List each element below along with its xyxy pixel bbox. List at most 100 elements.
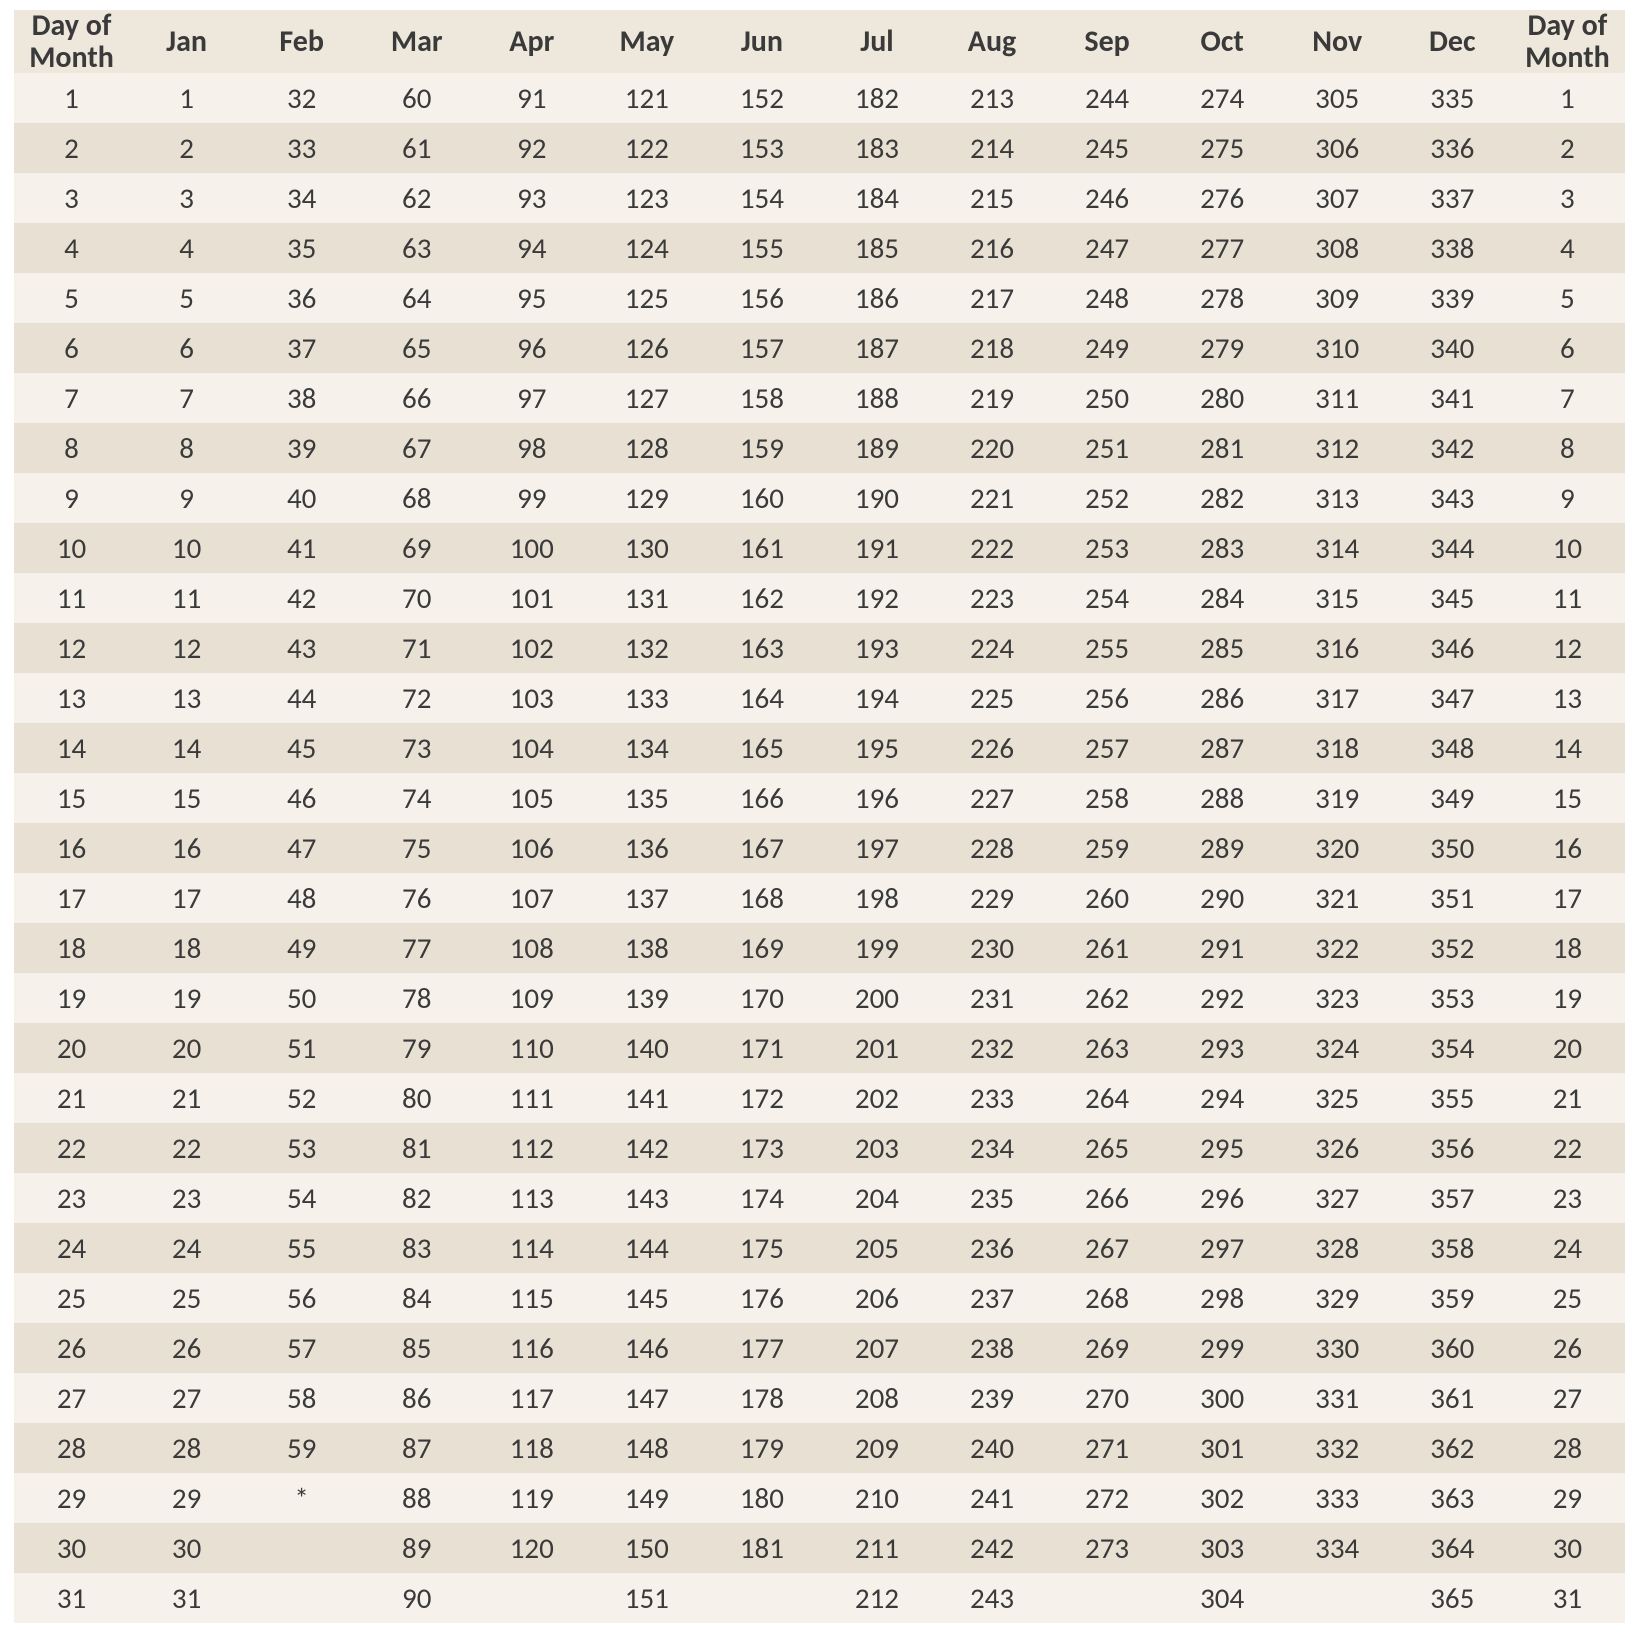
table-cell: [1050, 1573, 1165, 1623]
table-cell: 79: [359, 1023, 474, 1073]
column-header: Dec: [1395, 10, 1510, 73]
table-cell: 364: [1395, 1523, 1510, 1573]
table-cell: 242: [935, 1523, 1050, 1573]
table-cell: 111: [474, 1073, 589, 1123]
table-cell: 26: [14, 1323, 129, 1373]
table-cell: 6: [14, 323, 129, 373]
table-cell: 235: [935, 1173, 1050, 1223]
table-cell: 224: [935, 623, 1050, 673]
table-cell: 150: [589, 1523, 704, 1573]
table-cell: 119: [474, 1473, 589, 1523]
table-cell: 232: [935, 1023, 1050, 1073]
table-cell: 130: [589, 523, 704, 573]
table-cell: 10: [1510, 523, 1625, 573]
table-cell: 12: [14, 623, 129, 673]
table-cell: 18: [129, 923, 244, 973]
table-row: 2424558311414417520523626729732835824: [14, 1223, 1625, 1273]
table-cell: 299: [1165, 1323, 1280, 1373]
column-header: May: [589, 10, 704, 73]
julian-day-table-wrapper: Day ofMonthJanFebMarAprMayJunJulAugSepOc…: [0, 0, 1639, 1633]
table-row: 1212437110213216319322425528531634612: [14, 623, 1625, 673]
table-cell: 179: [704, 1423, 819, 1473]
table-cell: 32: [244, 73, 359, 123]
table-cell: 349: [1395, 773, 1510, 823]
table-cell: 335: [1395, 73, 1510, 123]
table-cell: 100: [474, 523, 589, 573]
table-cell: 185: [819, 223, 934, 273]
table-cell: 189: [819, 423, 934, 473]
table-cell: 20: [14, 1023, 129, 1073]
table-cell: 350: [1395, 823, 1510, 873]
table-cell: 54: [244, 1173, 359, 1223]
table-cell: 209: [819, 1423, 934, 1473]
table-cell: 137: [589, 873, 704, 923]
table-cell: *: [244, 1473, 359, 1523]
table-cell: 320: [1280, 823, 1395, 873]
table-cell: 26: [129, 1323, 244, 1373]
table-cell: 86: [359, 1373, 474, 1423]
table-cell: 297: [1165, 1223, 1280, 1273]
table-cell: 18: [1510, 923, 1625, 973]
table-cell: 222: [935, 523, 1050, 573]
table-cell: 73: [359, 723, 474, 773]
table-cell: 295: [1165, 1123, 1280, 1173]
table-cell: 48: [244, 873, 359, 923]
table-cell: 68: [359, 473, 474, 523]
table-cell: 195: [819, 723, 934, 773]
table-cell: 348: [1395, 723, 1510, 773]
table-cell: 16: [14, 823, 129, 873]
table-cell: 227: [935, 773, 1050, 823]
table-cell: 304: [1165, 1573, 1280, 1623]
table-cell: 309: [1280, 273, 1395, 323]
table-cell: 2: [1510, 123, 1625, 173]
table-cell: 31: [1510, 1573, 1625, 1623]
table-cell: 26: [1510, 1323, 1625, 1373]
column-header: Nov: [1280, 10, 1395, 73]
table-cell: 125: [589, 273, 704, 323]
table-cell: 27: [129, 1373, 244, 1423]
table-cell: 354: [1395, 1023, 1510, 1073]
table-cell: 141: [589, 1073, 704, 1123]
table-cell: 96: [474, 323, 589, 373]
table-cell: 78: [359, 973, 474, 1023]
table-row: 2020517911014017120123226329332435420: [14, 1023, 1625, 1073]
table-cell: 307: [1280, 173, 1395, 223]
table-cell: 275: [1165, 123, 1280, 173]
table-row: 2323548211314317420423526629632735723: [14, 1173, 1625, 1223]
table-cell: 41: [244, 523, 359, 573]
table-cell: 359: [1395, 1273, 1510, 1323]
table-cell: 9: [1510, 473, 1625, 523]
table-cell: 49: [244, 923, 359, 973]
table-cell: 113: [474, 1173, 589, 1223]
table-cell: 219: [935, 373, 1050, 423]
table-cell: 104: [474, 723, 589, 773]
table-cell: 33: [244, 123, 359, 173]
table-cell: 11: [129, 573, 244, 623]
table-cell: 64: [359, 273, 474, 323]
table-cell: 277: [1165, 223, 1280, 273]
table-cell: 353: [1395, 973, 1510, 1023]
table-cell: 246: [1050, 173, 1165, 223]
table-cell: 127: [589, 373, 704, 423]
table-cell: 175: [704, 1223, 819, 1273]
table-cell: 226: [935, 723, 1050, 773]
table-cell: 128: [589, 423, 704, 473]
table-cell: 71: [359, 623, 474, 673]
table-cell: 250: [1050, 373, 1165, 423]
table-cell: 168: [704, 873, 819, 923]
table-cell: 29: [1510, 1473, 1625, 1523]
table-cell: 339: [1395, 273, 1510, 323]
column-header: Feb: [244, 10, 359, 73]
table-cell: 340: [1395, 323, 1510, 373]
table-cell: 357: [1395, 1173, 1510, 1223]
table-cell: 4: [1510, 223, 1625, 273]
table-cell: 269: [1050, 1323, 1165, 1373]
table-cell: 255: [1050, 623, 1165, 673]
table-row: 1515467410513516619622725828831934915: [14, 773, 1625, 823]
table-cell: 16: [129, 823, 244, 873]
table-cell: 52: [244, 1073, 359, 1123]
table-cell: 28: [14, 1423, 129, 1473]
table-cell: 329: [1280, 1273, 1395, 1323]
table-cell: 286: [1165, 673, 1280, 723]
table-cell: 15: [1510, 773, 1625, 823]
